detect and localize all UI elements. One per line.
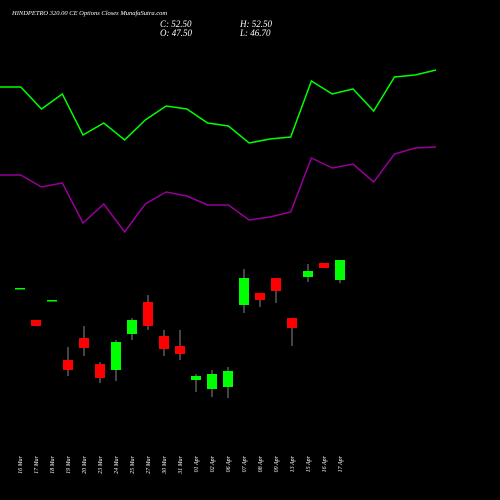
open-label: O: 47.50: [160, 28, 192, 38]
x-tick-label: 01 Apr: [194, 455, 200, 472]
x-tick-label: 02 Apr: [210, 455, 216, 472]
candle-body: [47, 300, 57, 302]
x-tick-label: 23 Mar: [98, 455, 104, 473]
x-tick-label: 31 Mar: [178, 455, 184, 474]
x-tick-label: 07 Apr: [242, 455, 248, 472]
candle-body: [223, 371, 233, 387]
x-tick-label: 25 Mar: [130, 455, 136, 473]
candle-body: [143, 302, 153, 326]
x-tick-label: 20 Mar: [82, 455, 88, 473]
candle-body: [239, 278, 249, 305]
candle-body: [191, 376, 201, 380]
candle-body: [303, 271, 313, 277]
x-tick-label: 08 Apr: [258, 455, 264, 472]
x-tick-label: 27 Mar: [146, 455, 152, 473]
candle-body: [63, 360, 73, 370]
x-tick-label: 30 Mar: [162, 455, 168, 474]
low-label: L: 46.70: [239, 28, 271, 38]
x-tick-label: 16 Apr: [322, 455, 328, 472]
x-tick-label: 09 Apr: [274, 455, 280, 472]
candle-body: [175, 346, 185, 354]
candle-body: [319, 263, 329, 268]
indicator-line: [0, 69, 437, 144]
indicator-line: [0, 146, 437, 234]
candle-body: [287, 318, 297, 328]
x-tick-label: 16 Mar: [18, 455, 24, 473]
candle-body: [271, 278, 281, 291]
chart-title: HINDPETRO 320.00 CE Options Closes Munaf…: [11, 10, 167, 17]
candle-body: [207, 374, 217, 389]
candle-body: [15, 288, 25, 290]
x-tick-label: 06 Apr: [226, 455, 232, 472]
x-tick-label: 19 Mar: [66, 455, 72, 473]
x-tick-label: 24 Mar: [113, 455, 120, 473]
candle-body: [95, 364, 105, 378]
candle-body: [79, 338, 89, 348]
candle-body: [159, 336, 169, 349]
x-tick-label: 17 Mar: [34, 455, 40, 473]
x-tick-label: 13 Apr: [290, 455, 296, 472]
candle-body: [31, 320, 41, 326]
x-tick-label: 18 Mar: [50, 455, 56, 473]
close-label: C: 52.50: [160, 19, 192, 29]
candle-body: [127, 320, 137, 334]
x-tick-label: 17 Apr: [338, 455, 344, 472]
x-tick-label: 15 Apr: [306, 455, 312, 472]
candle-body: [255, 293, 265, 300]
candle-body: [111, 342, 121, 370]
high-label: H: 52.50: [239, 19, 272, 29]
candle-body: [335, 260, 345, 280]
